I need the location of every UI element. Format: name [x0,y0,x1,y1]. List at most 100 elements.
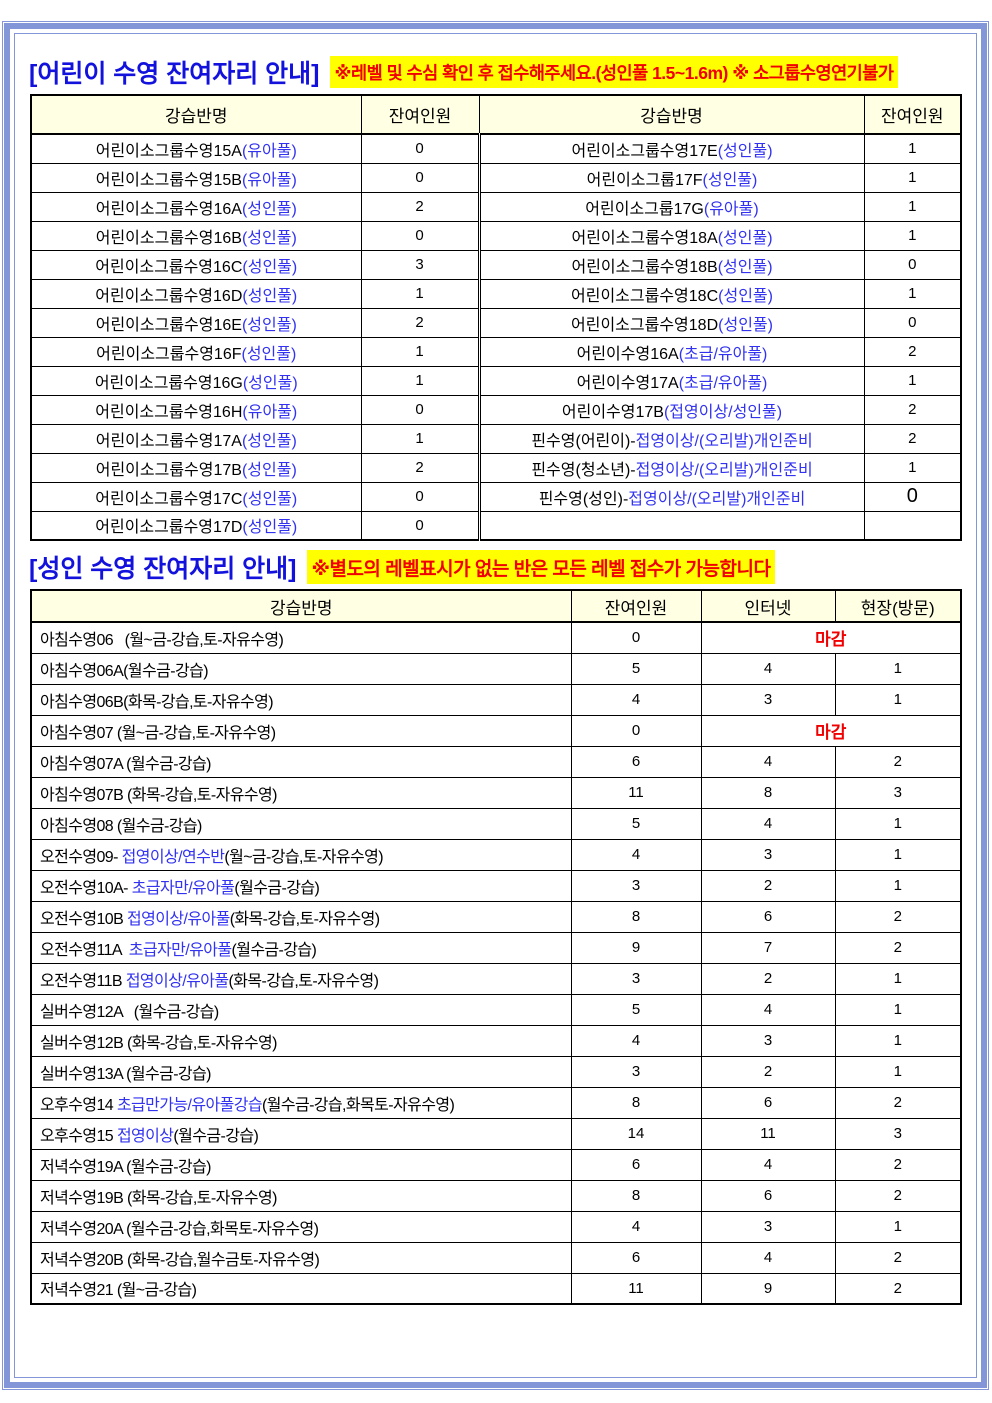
remaining-count-cell: 5 [570,807,702,840]
class-schedule-text: (월수금-강습) [231,941,317,959]
class-name-cell: 오전수영11A 초급자만/유아풀(월수금-강습) [30,931,572,964]
class-name-cell: 핀수영(청소년)-접영이상/(오리발)개인준비 [477,452,865,483]
table-row: 아침수영07B (화목-강습,토-자유수영) 11 8 3 [30,776,962,809]
class-name-cell: 어린이소그룹수영17B(성인풀) [30,452,362,483]
internet-count-cell: 6 [700,900,836,933]
class-schedule-text: (월~금-강습,토-자유수영) [224,848,383,866]
class-name-text: 오전수영10A- [40,879,132,897]
closed-status-cell: 마감 [700,621,962,654]
internet-count-cell: 4 [700,993,836,1026]
class-name-cell: 실버수영13A (월수금-강습) [30,1055,572,1088]
class-level-text: 접영이상 [116,1127,174,1145]
table-row: 어린이소그룹수영15B(유아풀) 0 어린이소그룹17F(성인풀) 1 [30,162,962,193]
table-row: 어린이소그룹수영16H(유아풀) 0 어린이수영17B(접영이상/성인풀) 2 [30,394,962,425]
class-level-text: (유아풀) [241,142,297,160]
class-level-text: (접영이상/성인풀) [663,403,783,421]
class-name-text: 아침수영06B(화목-강습,토-자유수영) [40,693,274,711]
table-row: 아침수영06 (월~금-강습,토-자유수영) 0 마감 [30,621,962,654]
class-level-text: (성인풀) [242,519,298,537]
remaining-count-cell: 1 [863,452,962,483]
class-name-text: 오전수영09- [40,848,122,866]
class-name-text: 핀수영(어린이)- [531,432,636,450]
table-row: 저녁수영19A (월수금-강습) 6 4 2 [30,1148,962,1181]
class-name-text: 핀수영(청소년)- [531,461,636,479]
class-name-cell: 어린이소그룹수영17C(성인풀) [30,481,362,512]
class-level-text: (유아풀) [241,171,297,189]
class-name-cell: 핀수영(성인)-접영이상/(오리발)개인준비 [477,481,865,512]
class-name-cell: 어린이소그룹수영16E(성인풀) [30,307,362,338]
table-row: 어린이소그룹수영16E(성인풀) 2 어린이소그룹수영18D(성인풀) 0 [30,307,962,338]
class-name-text: 어린이수영17B [561,403,664,421]
class-name-cell: 어린이소그룹수영16G(성인풀) [30,365,362,396]
class-name-cell: 어린이소그룹수영18A(성인풀) [477,220,865,251]
table-row: 어린이소그룹수영16C(성인풀) 3 어린이소그룹수영18B(성인풀) 0 [30,249,962,280]
table-row: 어린이소그룹수영16B(성인풀) 0 어린이소그룹수영18A(성인풀) 1 [30,220,962,251]
class-level-text: (유아풀) [242,403,298,421]
class-name-text: 어린이소그룹수영16A [95,200,242,218]
class-schedule-text: (월수금-강습,화목토-자유수영) [261,1096,455,1114]
class-name-text: 어린이소그룹수영15B [95,171,242,189]
table-row: 오전수영11A 초급자만/유아풀(월수금-강습) 9 7 2 [30,931,962,964]
class-name-cell: 오전수영09- 접영이상/연수반(월~금-강습,토-자유수영) [30,838,572,871]
class-name-cell: 어린이소그룹수영16F(성인풀) [30,336,362,367]
table-row: 실버수영12B (화목-강습,토-자유수영) 4 3 1 [30,1024,962,1057]
class-name-cell: 어린이소그룹수영17D(성인풀) [30,510,362,541]
onsite-count-cell: 2 [834,745,962,778]
remaining-count-cell: 0 [863,481,962,512]
column-header-remaining-right: 잔여인원 [863,94,962,135]
class-level-text: (성인풀) [718,287,773,305]
internet-count-cell: 3 [700,838,836,871]
internet-count-cell: 3 [700,683,836,716]
class-name-cell: 어린이수영17A(초급/유아풀) [477,365,865,396]
remaining-count-cell: 1 [360,423,480,454]
class-name-text: 실버수영12A (월수금-강습) [40,1003,219,1021]
remaining-count-cell: 1 [863,133,962,164]
class-name-text: 저녁수영21 (월~금-강습) [40,1282,197,1300]
remaining-count-cell: 0 [360,162,480,193]
class-level-text: 접영이상/연수반 [121,848,225,866]
class-name-text: 실버수영12B (화목-강습,토-자유수영) [40,1034,277,1052]
table-row: 오후수영15 접영이상(월수금-강습) 14 11 3 [30,1117,962,1150]
internet-count-cell: 3 [700,1210,836,1243]
class-level-text: (성인풀) [241,229,297,247]
remaining-count-cell: 1 [863,220,962,251]
class-name-text: 오전수영11A [40,941,129,959]
remaining-count-cell: 6 [570,1241,702,1274]
page-border-frame: [어린이 수영 잔여자리 안내] ※레벨 및 수심 확인 후 접수해주세요.(성… [2,21,989,1390]
class-name-cell: 아침수영06B(화목-강습,토-자유수영) [30,683,572,716]
class-name-text: 저녁수영19B (화목-강습,토-자유수영) [40,1189,277,1207]
internet-count-cell: 6 [700,1086,836,1119]
remaining-count-cell: 2 [863,336,962,367]
class-name-cell: 저녁수영21 (월~금-강습) [30,1272,572,1305]
table-row: 아침수영06A(월수금-강습) 5 4 1 [30,652,962,685]
class-level-text: 접영이상/(오리발)개인준비 [628,490,806,508]
class-name-text: 어린이소그룹수영16D [95,287,243,305]
adult-section-title: [성인 수영 잔여자리 안내] [29,555,297,583]
table-row: 저녁수영19B (화목-강습,토-자유수영) 8 6 2 [30,1179,962,1212]
class-level-text: (성인풀) [241,432,297,450]
onsite-count-cell: 1 [834,683,962,716]
remaining-count-cell: 4 [570,838,702,871]
remaining-count-cell: 8 [570,1179,702,1212]
column-header-class-name: 강습반명 [30,589,572,623]
column-header-class-name-left: 강습반명 [30,94,362,135]
remaining-count-cell: 0 [360,133,480,164]
class-level-text: 초급만가능/유아풀강습 [116,1096,263,1114]
table-row: 어린이소그룹수영16A(성인풀) 2 어린이소그룹17G(유아풀) 1 [30,191,962,222]
remaining-count-cell: 2 [863,394,962,425]
class-name-cell [477,510,865,541]
table-row: 아침수영07 (월~금-강습,토-자유수영) 0 마감 [30,714,962,747]
column-header-internet: 인터넷 [700,589,836,623]
onsite-count-cell: 3 [834,1117,962,1150]
class-name-cell: 오후수영15 접영이상(월수금-강습) [30,1117,572,1150]
table-row: 실버수영13A (월수금-강습) 3 2 1 [30,1055,962,1088]
class-name-text: 아침수영07 (월~금-강습,토-자유수영) [40,724,276,742]
class-name-text: 어린이소그룹수영17A [95,432,242,450]
class-name-cell: 어린이소그룹수영16D(성인풀) [30,278,362,309]
class-name-text: 어린이소그룹수영17B [95,461,242,479]
class-name-cell: 저녁수영19B (화목-강습,토-자유수영) [30,1179,572,1212]
adult-section-note: ※별도의 레벨표시가 없는 반은 모든 레벨 접수가 가능합니다 [306,550,776,584]
class-name-cell: 어린이수영16A(초급/유아풀) [477,336,865,367]
class-level-text: (성인풀) [241,345,297,363]
class-name-text: 저녁수영19A (월수금-강습) [40,1158,212,1176]
